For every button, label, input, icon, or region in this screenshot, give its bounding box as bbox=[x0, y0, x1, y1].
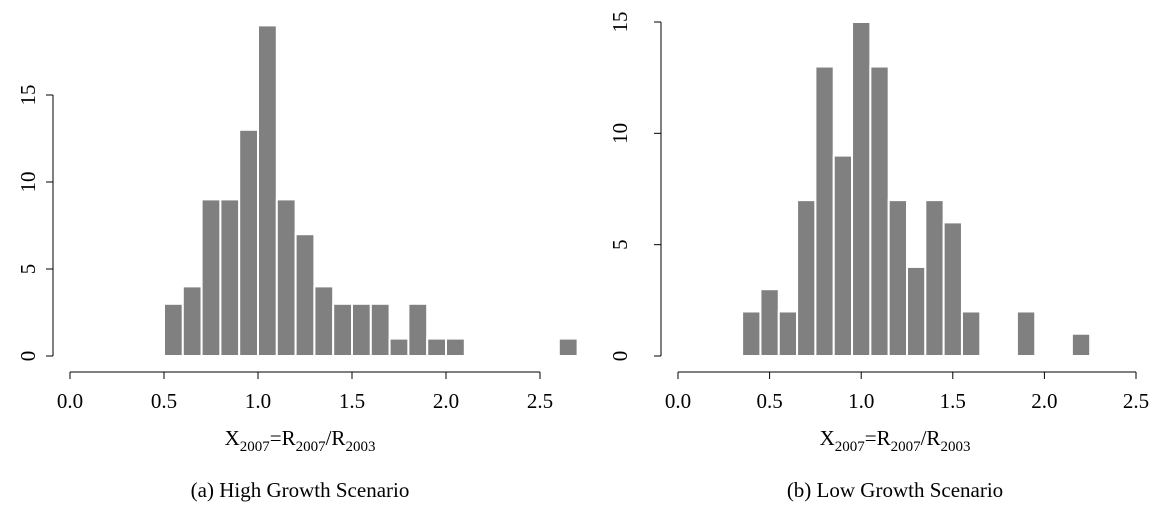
x-tick-label: 0.5 bbox=[756, 389, 782, 413]
bar bbox=[832, 154, 854, 357]
bar bbox=[869, 65, 890, 358]
x-axis-label-part: /R bbox=[921, 426, 941, 450]
bar bbox=[294, 233, 316, 357]
x-axis-label-part: X bbox=[225, 426, 240, 450]
bar bbox=[796, 199, 817, 357]
bar bbox=[741, 310, 762, 358]
x-axis-label-part: 2007 bbox=[891, 439, 922, 455]
x-axis-label-part: 2007 bbox=[240, 439, 271, 455]
y-tick-label: 5 bbox=[608, 239, 632, 250]
y-tick-label: 5 bbox=[16, 264, 40, 275]
y-tick-label: 10 bbox=[16, 172, 40, 193]
x-axis-label-part: /R bbox=[326, 426, 346, 450]
bar bbox=[313, 285, 335, 357]
x-tick-label: 2.5 bbox=[527, 389, 553, 413]
bar bbox=[1070, 332, 1092, 358]
bar bbox=[924, 199, 945, 357]
bar bbox=[906, 265, 927, 357]
bar bbox=[557, 337, 579, 358]
x-axis-label-part: =R bbox=[865, 426, 891, 450]
bar bbox=[960, 310, 982, 358]
y-tick-label: 0 bbox=[608, 351, 632, 362]
x-axis-label-part: =R bbox=[270, 426, 296, 450]
x-axis-label-part: 2007 bbox=[296, 439, 327, 455]
bar bbox=[1015, 310, 1037, 358]
x-tick-label: 2.0 bbox=[1031, 389, 1057, 413]
x-tick-label: 0.0 bbox=[57, 389, 83, 413]
y-tick-label: 10 bbox=[608, 123, 632, 144]
bar bbox=[238, 128, 259, 357]
bar bbox=[388, 337, 410, 358]
bar bbox=[887, 199, 908, 357]
x-axis-label: X2007=R2007/R2003 bbox=[820, 426, 971, 455]
caption: (b) Low Growth Scenario bbox=[787, 478, 1003, 502]
bar bbox=[777, 310, 799, 358]
x-axis-label: X2007=R2007/R2003 bbox=[225, 426, 376, 455]
x-axis-label-part: 2007 bbox=[835, 439, 866, 455]
bar bbox=[759, 288, 780, 358]
bar bbox=[257, 24, 278, 358]
bar bbox=[275, 198, 297, 357]
x-axis-label-part: 2003 bbox=[345, 439, 375, 455]
bar bbox=[942, 221, 963, 357]
x-tick-label: 2.5 bbox=[1123, 389, 1149, 413]
x-tick-label: 2.0 bbox=[433, 389, 459, 413]
bar bbox=[163, 302, 184, 357]
bar bbox=[351, 302, 372, 357]
bar bbox=[181, 285, 203, 357]
y-tick-label: 15 bbox=[16, 85, 40, 106]
bar bbox=[426, 337, 448, 358]
y-tick-label: 15 bbox=[608, 12, 632, 33]
x-tick-label: 1.0 bbox=[245, 389, 271, 413]
bar bbox=[219, 198, 241, 357]
bar bbox=[407, 302, 429, 357]
bar bbox=[369, 302, 391, 357]
bar bbox=[814, 65, 835, 358]
x-axis-label-part: X bbox=[820, 426, 835, 450]
x-axis-label-part: 2003 bbox=[940, 439, 970, 455]
x-tick-label: 1.5 bbox=[339, 389, 365, 413]
bar bbox=[332, 302, 354, 357]
y-tick-label: 0 bbox=[16, 351, 40, 362]
bar bbox=[445, 337, 466, 358]
bar bbox=[200, 198, 222, 357]
x-tick-label: 0.5 bbox=[151, 389, 177, 413]
x-tick-label: 0.0 bbox=[665, 389, 691, 413]
x-tick-label: 1.5 bbox=[940, 389, 966, 413]
x-tick-label: 1.0 bbox=[848, 389, 874, 413]
bar bbox=[851, 21, 872, 357]
caption: (a) High Growth Scenario bbox=[191, 478, 410, 502]
